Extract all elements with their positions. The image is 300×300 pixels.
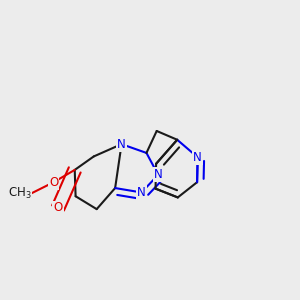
Text: N: N [154,168,163,182]
Text: N: N [137,186,146,199]
Text: CH$_3$: CH$_3$ [8,186,32,201]
Text: N: N [193,151,202,164]
Text: O: O [49,176,58,189]
Text: O: O [53,202,63,214]
Text: N: N [117,138,126,151]
